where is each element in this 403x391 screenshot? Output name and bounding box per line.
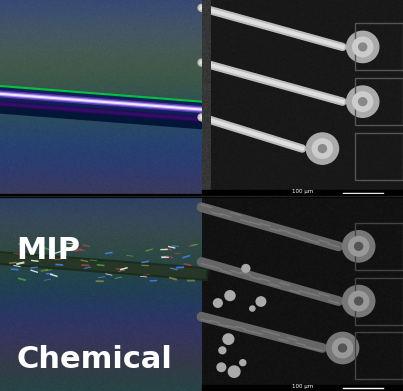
Circle shape [359, 43, 367, 51]
Text: 100 μm: 100 μm [292, 384, 313, 389]
Bar [355, 278, 403, 325]
Text: 100 μm: 100 μm [292, 188, 313, 194]
Bar [355, 332, 403, 379]
Circle shape [343, 231, 375, 262]
Bar [355, 78, 403, 125]
Circle shape [217, 363, 226, 371]
Circle shape [242, 265, 250, 272]
Circle shape [229, 366, 240, 377]
Text: MIP: MIP [16, 236, 80, 265]
Circle shape [219, 347, 226, 354]
Circle shape [326, 332, 359, 364]
Circle shape [355, 242, 363, 250]
Circle shape [349, 291, 369, 311]
Circle shape [312, 139, 332, 158]
Circle shape [332, 338, 353, 358]
Bar [355, 133, 403, 180]
Circle shape [343, 285, 375, 317]
Circle shape [355, 297, 363, 305]
Circle shape [359, 98, 367, 106]
Circle shape [339, 344, 347, 352]
Text: Chemical: Chemical [16, 345, 172, 374]
Circle shape [353, 92, 373, 111]
Bar [355, 223, 403, 270]
Circle shape [353, 37, 373, 57]
Bar [355, 23, 403, 70]
Circle shape [256, 297, 266, 306]
Circle shape [240, 360, 246, 366]
Circle shape [347, 86, 379, 117]
Circle shape [214, 299, 222, 307]
Circle shape [349, 237, 369, 256]
Circle shape [250, 306, 255, 311]
Circle shape [306, 133, 339, 164]
Circle shape [223, 334, 234, 344]
Circle shape [347, 31, 379, 63]
Circle shape [318, 145, 326, 152]
Circle shape [225, 291, 235, 301]
